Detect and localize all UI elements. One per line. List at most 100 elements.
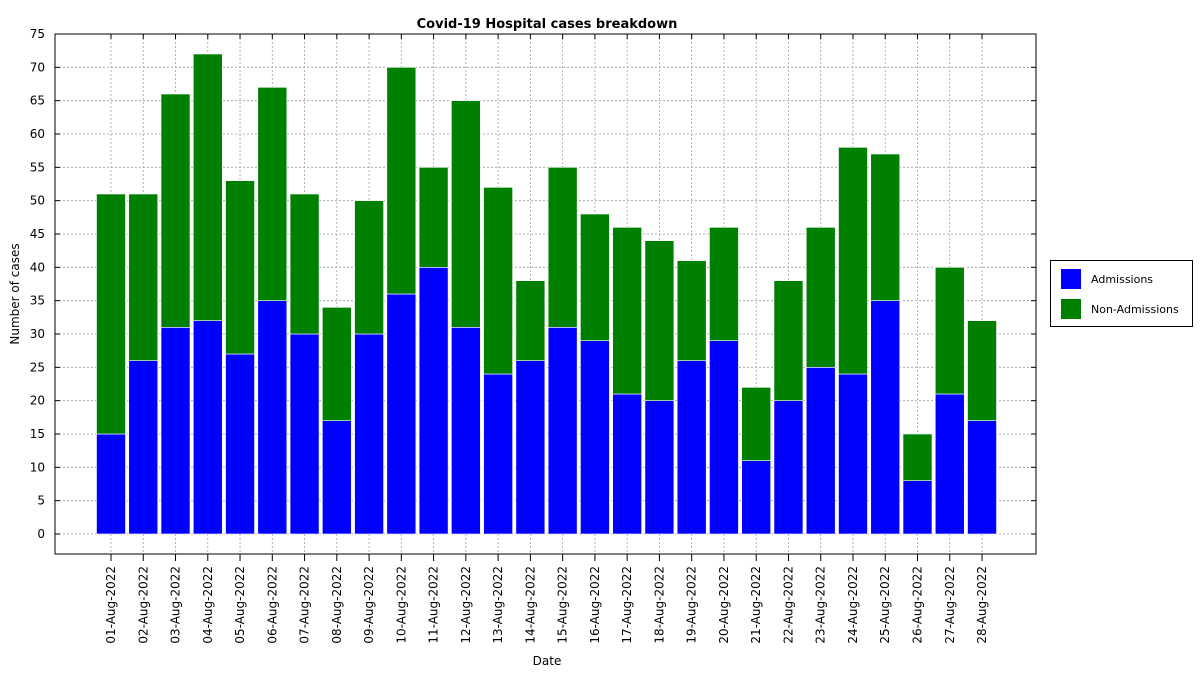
y-tick-label: 25 xyxy=(30,360,45,374)
bar-non-admissions xyxy=(160,93,191,328)
bar-non-admissions xyxy=(322,307,352,421)
bar-non-admissions xyxy=(257,87,288,301)
x-tick-label: 26-Aug-2022 xyxy=(911,566,925,644)
bar-non-admissions xyxy=(773,280,804,401)
bar-non-admissions xyxy=(902,433,933,481)
y-tick-label: 45 xyxy=(30,227,45,241)
x-tick-label: 11-Aug-2022 xyxy=(427,566,441,644)
y-tick-label: 30 xyxy=(30,327,45,341)
bar-admissions xyxy=(322,420,352,535)
legend-item-admissions: Admissions xyxy=(1061,269,1153,289)
bar-non-admissions xyxy=(192,53,223,321)
bar-admissions xyxy=(773,400,804,535)
bar-non-admissions xyxy=(96,193,126,435)
y-tick-label: 0 xyxy=(37,527,45,541)
bar-admissions xyxy=(289,333,320,535)
ticks-layer: 0 5 10 15 20 25 30 35 40 45 50 55 60 65 70 75 01-Aug-202… xyxy=(30,27,1036,644)
bar-non-admissions xyxy=(225,180,255,355)
bar-non-admissions xyxy=(289,193,320,335)
legend: Admissions Non-Admissions xyxy=(1050,260,1193,327)
bar-admissions xyxy=(192,320,223,535)
x-tick-label: 10-Aug-2022 xyxy=(394,566,408,644)
y-tick-label: 35 xyxy=(30,294,45,308)
x-tick-label: 08-Aug-2022 xyxy=(330,566,344,644)
legend-label-non-admissions: Non-Admissions xyxy=(1091,302,1179,316)
x-tick-label: 13-Aug-2022 xyxy=(491,566,505,644)
y-tick-label: 65 xyxy=(30,94,45,108)
bar-admissions xyxy=(225,353,255,535)
bar-non-admissions xyxy=(805,227,836,368)
bar-admissions xyxy=(838,373,868,535)
bar-non-admissions xyxy=(741,387,772,461)
bar-admissions xyxy=(128,360,159,535)
x-tick-label: 09-Aug-2022 xyxy=(362,566,376,644)
bar-non-admissions xyxy=(838,147,868,375)
bar-non-admissions xyxy=(386,67,417,295)
bar-admissions xyxy=(354,333,384,535)
bar-admissions xyxy=(547,327,578,535)
x-tick-label: 22-Aug-2022 xyxy=(781,566,795,644)
bar-non-admissions xyxy=(580,213,610,341)
y-tick-label: 60 xyxy=(30,127,45,141)
legend-item-non-admissions: Non-Admissions xyxy=(1061,299,1179,319)
bar-admissions xyxy=(418,267,449,535)
bar-admissions xyxy=(644,400,675,535)
bar-admissions xyxy=(612,393,642,535)
x-tick-label: 20-Aug-2022 xyxy=(717,566,731,644)
y-tick-label: 20 xyxy=(30,394,45,408)
legend-swatch-admissions xyxy=(1061,269,1081,289)
bar-admissions xyxy=(257,300,288,535)
legend-swatch-non-admissions xyxy=(1061,299,1081,319)
x-tick-label: 04-Aug-2022 xyxy=(201,566,215,644)
bar-non-admissions xyxy=(483,187,513,375)
x-tick-label: 05-Aug-2022 xyxy=(233,566,247,644)
x-tick-label: 01-Aug-2022 xyxy=(104,566,118,644)
bar-admissions xyxy=(934,393,965,535)
bar-admissions xyxy=(483,373,513,535)
bar-admissions xyxy=(967,420,997,535)
bar-admissions xyxy=(709,340,739,535)
bar-admissions xyxy=(96,433,126,535)
x-tick-label: 17-Aug-2022 xyxy=(620,566,634,644)
x-tick-label: 23-Aug-2022 xyxy=(814,566,828,644)
bar-admissions xyxy=(386,293,417,535)
x-tick-label: 18-Aug-2022 xyxy=(652,566,666,644)
x-tick-label: 24-Aug-2022 xyxy=(846,566,860,644)
x-tick-label: 03-Aug-2022 xyxy=(169,566,183,644)
x-tick-label: 28-Aug-2022 xyxy=(975,566,989,644)
y-tick-label: 50 xyxy=(30,194,45,208)
bar-admissions xyxy=(451,327,481,535)
bar-non-admissions xyxy=(709,227,739,341)
bar-non-admissions xyxy=(644,240,675,401)
x-tick-label: 15-Aug-2022 xyxy=(556,566,570,644)
bar-non-admissions xyxy=(967,320,997,421)
chart-title: Covid-19 Hospital cases breakdown xyxy=(417,17,678,32)
bars-layer xyxy=(96,53,997,535)
x-tick-label: 02-Aug-2022 xyxy=(136,566,150,644)
bar-non-admissions xyxy=(354,200,384,335)
y-tick-label: 70 xyxy=(30,60,45,74)
bar-non-admissions xyxy=(870,153,901,301)
bar-non-admissions xyxy=(547,167,578,328)
bar-admissions xyxy=(902,480,933,535)
legend-label-admissions: Admissions xyxy=(1091,272,1154,286)
bar-admissions xyxy=(515,360,546,535)
y-tick-label: 5 xyxy=(37,494,45,508)
bar-admissions xyxy=(870,300,901,535)
bar-admissions xyxy=(741,460,772,535)
y-axis-label: Number of cases xyxy=(8,243,22,344)
x-tick-label: 27-Aug-2022 xyxy=(943,566,957,644)
bar-non-admissions xyxy=(515,280,546,361)
x-tick-label: 14-Aug-2022 xyxy=(523,566,537,644)
y-tick-label: 55 xyxy=(30,160,45,174)
bar-non-admissions xyxy=(418,167,449,268)
x-tick-label: 06-Aug-2022 xyxy=(265,566,279,644)
x-tick-label: 16-Aug-2022 xyxy=(588,566,602,644)
bar-admissions xyxy=(805,367,836,535)
y-tick-label: 15 xyxy=(30,427,45,441)
y-tick-label: 40 xyxy=(30,260,45,274)
y-tick-label: 75 xyxy=(30,27,45,41)
plot-frame xyxy=(54,33,1037,555)
bar-admissions xyxy=(676,360,707,535)
